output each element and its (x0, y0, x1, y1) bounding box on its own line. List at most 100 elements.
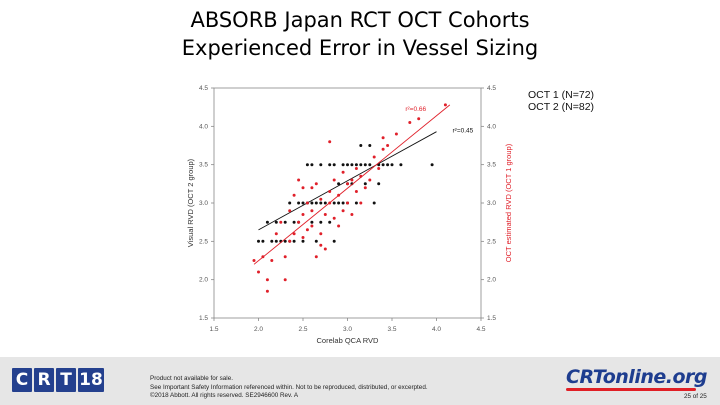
point-black (328, 220, 332, 224)
point-black (301, 239, 305, 243)
point-black (292, 239, 296, 243)
point-red (301, 186, 305, 190)
x-tick-label: 2.0 (254, 326, 263, 333)
point-red (381, 147, 385, 151)
point-red (310, 186, 314, 190)
disclaimer-line-3: ©2018 Abbott. All rights reserved. SE294… (150, 392, 299, 400)
y-tick-label-right: 2.5 (487, 238, 496, 245)
point-black (319, 163, 323, 167)
point-black (341, 201, 345, 205)
crtonline-logo: CRTonline.org (566, 366, 708, 388)
point-black (341, 163, 345, 167)
point-red (363, 186, 367, 190)
point-red (292, 232, 296, 236)
point-red (310, 224, 314, 228)
crt-logo-year: 18 (78, 368, 104, 392)
fit-line-black (258, 131, 437, 231)
y-tick-label-left: 2.5 (199, 238, 208, 245)
crt-logo-letter-c: C (12, 368, 32, 392)
point-red (301, 236, 305, 239)
point-red (319, 232, 323, 236)
point-red (297, 220, 301, 224)
footer-bar (0, 357, 720, 405)
legend-oct2: OCT 2 (N=82) (528, 101, 595, 113)
crtonline-swoosh (566, 388, 696, 391)
point-black (292, 220, 296, 224)
x-tick-label: 3.5 (387, 326, 396, 333)
y-tick-label-right: 2.0 (487, 277, 496, 284)
point-red (288, 239, 292, 243)
point-black (323, 201, 327, 205)
point-black (337, 182, 341, 186)
y-tick-label-left: 2.0 (199, 277, 208, 284)
y-tick-label-right: 3.0 (487, 200, 496, 207)
point-red (265, 278, 269, 282)
point-red (354, 167, 358, 170)
point-black (359, 144, 363, 147)
point-red (332, 178, 336, 182)
point-red (310, 209, 314, 213)
y-tick-label-right: 1.5 (487, 315, 496, 322)
point-red (274, 232, 278, 236)
point-black (399, 163, 403, 167)
point-red (305, 201, 309, 205)
point-black (430, 163, 434, 167)
point-black (372, 201, 376, 205)
annotation-red-r2: r²=0.66 (405, 106, 426, 113)
point-black (257, 239, 260, 243)
point-red (346, 201, 349, 205)
point-black (328, 163, 332, 167)
x-tick-label: 2.5 (298, 326, 307, 333)
point-red (328, 190, 332, 193)
legend: OCT 1 (N=72) OCT 2 (N=82) (528, 89, 594, 113)
point-black (346, 163, 349, 167)
point-black (359, 163, 363, 167)
point-black (337, 201, 341, 205)
point-red (408, 121, 412, 124)
point-black (332, 201, 336, 205)
point-red (350, 178, 354, 182)
point-red (341, 170, 345, 174)
disclaimer: Product not available for sale. See Impo… (150, 375, 428, 401)
point-red (252, 259, 256, 262)
point-black (350, 163, 354, 167)
point-black (274, 239, 278, 243)
title-line-2: Experienced Error in Vessel Sizing (181, 36, 539, 60)
point-black (283, 220, 287, 224)
y-tick-label-left: 3.0 (199, 200, 208, 207)
crt-logo-letter-r: R (34, 368, 54, 392)
point-black (310, 201, 314, 205)
point-black (332, 163, 336, 167)
point-black (301, 201, 305, 205)
point-black (314, 239, 318, 243)
point-red (346, 182, 349, 186)
scatter-chart: 1.5 2.0 2.5 3.0 3.5 4.0 4.51.5 1.52.0 2.02.5 2.53… (186, 85, 513, 345)
page-number: 25 of 25 (684, 393, 707, 400)
point-red (377, 167, 381, 170)
point-black (305, 163, 309, 167)
point-red (337, 224, 341, 228)
x-tick-label: 1.5 (209, 326, 218, 333)
point-red (386, 144, 390, 147)
crt-logo-letter-t: T (56, 368, 76, 392)
point-red (283, 278, 287, 282)
point-black (354, 163, 358, 167)
y-tick-label-right: 4.5 (487, 85, 496, 92)
point-red (443, 103, 447, 107)
point-black (265, 220, 269, 224)
slide-title: ABSORB Japan RCT OCT Cohorts Experienced… (0, 6, 720, 62)
point-red (301, 213, 305, 216)
annotation-black-r2: r²=0.45 (453, 127, 474, 134)
point-red (381, 136, 385, 140)
point-red (417, 117, 421, 121)
y-tick-label-right: 3.5 (487, 162, 496, 169)
point-red (319, 243, 323, 247)
y-tick-label-left: 4.5 (199, 85, 208, 92)
point-black (270, 239, 274, 243)
y-tick-label-left: 1.5 (199, 315, 208, 322)
point-red (257, 270, 260, 274)
y-tick-label-left: 4.0 (199, 123, 208, 130)
point-red (394, 132, 398, 136)
point-red (279, 220, 283, 224)
point-black (274, 220, 278, 224)
